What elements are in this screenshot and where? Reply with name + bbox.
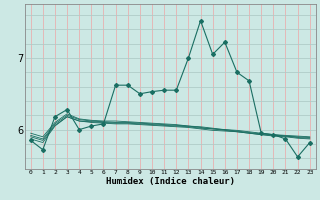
X-axis label: Humidex (Indice chaleur): Humidex (Indice chaleur) (106, 177, 235, 186)
